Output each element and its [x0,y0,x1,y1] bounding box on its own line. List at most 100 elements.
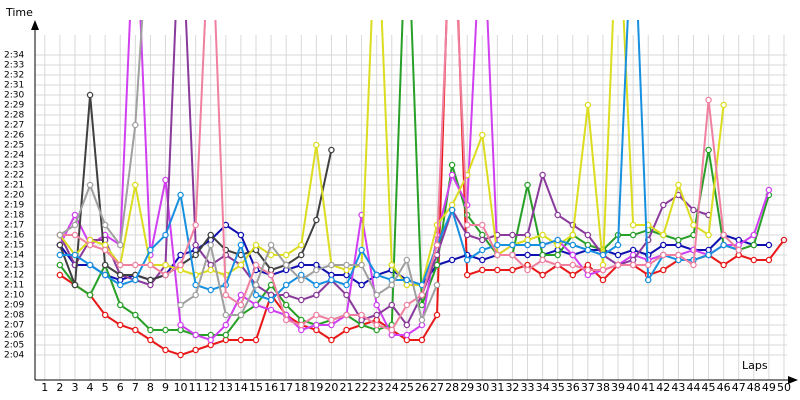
data-point [86,91,94,99]
x-tick-label: 22 [355,381,369,394]
data-point [207,231,214,239]
data-point [614,251,622,259]
data-point [524,266,531,274]
data-point [358,311,365,319]
data-point [448,171,456,179]
data-point [328,276,335,284]
x-tick-label: 19 [309,381,323,394]
data-point [479,246,486,254]
y-tick-label: 2:11 [4,281,24,291]
x-tick-label: 27 [430,381,444,394]
data-point [71,221,79,229]
y-axis-arrow [31,20,39,30]
y-tick-label: 2:30 [4,91,24,101]
data-point [660,241,667,249]
data-point [267,271,275,279]
data-point [358,246,365,254]
y-tick-label: 2:26 [4,131,24,141]
data-point [313,281,320,289]
data-point [660,231,667,239]
data-point [192,346,199,354]
y-tick-label: 2:13 [4,261,24,271]
data-point [162,261,169,269]
data-point [222,321,230,329]
y-tick-label: 2:20 [4,191,24,201]
data-point [569,251,577,259]
data-point [599,276,607,284]
x-tick-label: 26 [415,381,429,394]
x-tick-label: 18 [294,381,308,394]
data-point [373,311,380,319]
y-tick-label: 2:29 [4,101,24,111]
data-point [690,206,697,214]
data-point [705,146,712,154]
data-point [71,251,79,259]
data-point [509,266,516,274]
data-point [132,276,139,284]
x-tick-label: 48 [747,381,761,394]
data-point [629,261,637,269]
data-point [343,281,350,289]
data-point [705,251,712,259]
x-tick-label: 31 [490,381,504,394]
data-point [56,261,64,269]
data-point [207,266,214,274]
data-point [418,336,426,344]
y-tick-label: 2:17 [4,221,24,231]
data-point [132,311,139,319]
data-point [313,216,320,224]
y-tick-label: 2:16 [4,231,24,241]
data-point [675,181,682,189]
x-tick-label: 34 [536,381,550,394]
data-point [433,261,441,269]
y-tick-label: 2:22 [4,171,24,181]
data-point [720,261,727,269]
data-point [101,271,109,279]
data-point [569,271,577,279]
x-tick-label: 4 [87,381,94,394]
x-tick-label: 35 [551,381,565,394]
x-tick-label: 46 [717,381,731,394]
data-point [584,101,592,109]
data-point [388,326,396,334]
data-point [252,291,260,299]
data-point [162,346,169,354]
data-point [282,281,290,289]
x-tick-label: 23 [370,381,384,394]
y-tick-label: 2:14 [4,251,24,261]
y-tick-label: 2:24 [4,151,24,161]
y-tick-label: 2:04 [4,351,24,361]
x-tick-label: 8 [147,381,154,394]
data-point [177,191,184,199]
data-point [358,261,365,269]
x-tick-label: 3 [71,381,78,394]
data-point [463,221,471,229]
data-point [463,231,471,239]
data-point [237,241,245,249]
data-point [298,251,305,259]
data-point [267,296,275,304]
data-point [222,311,230,319]
data-point [56,231,64,239]
data-point [705,96,712,104]
plot-area [56,20,788,359]
data-point [207,286,214,294]
data-point [313,266,320,274]
x-tick-label: 44 [686,381,700,394]
x-tick-label: 7 [132,381,139,394]
data-point [298,261,305,269]
x-tick-label: 41 [641,381,655,394]
data-point [298,296,305,304]
y-tick-label: 2:10 [4,291,24,301]
data-point [101,246,109,254]
data-point [71,231,79,239]
data-point [343,326,350,334]
data-point [433,281,441,289]
data-point [252,336,260,344]
data-point [222,331,230,339]
data-point [494,251,501,259]
y-tick-label: 2:15 [4,241,24,251]
data-point [660,201,667,209]
data-point [267,241,275,249]
data-point [660,251,667,259]
